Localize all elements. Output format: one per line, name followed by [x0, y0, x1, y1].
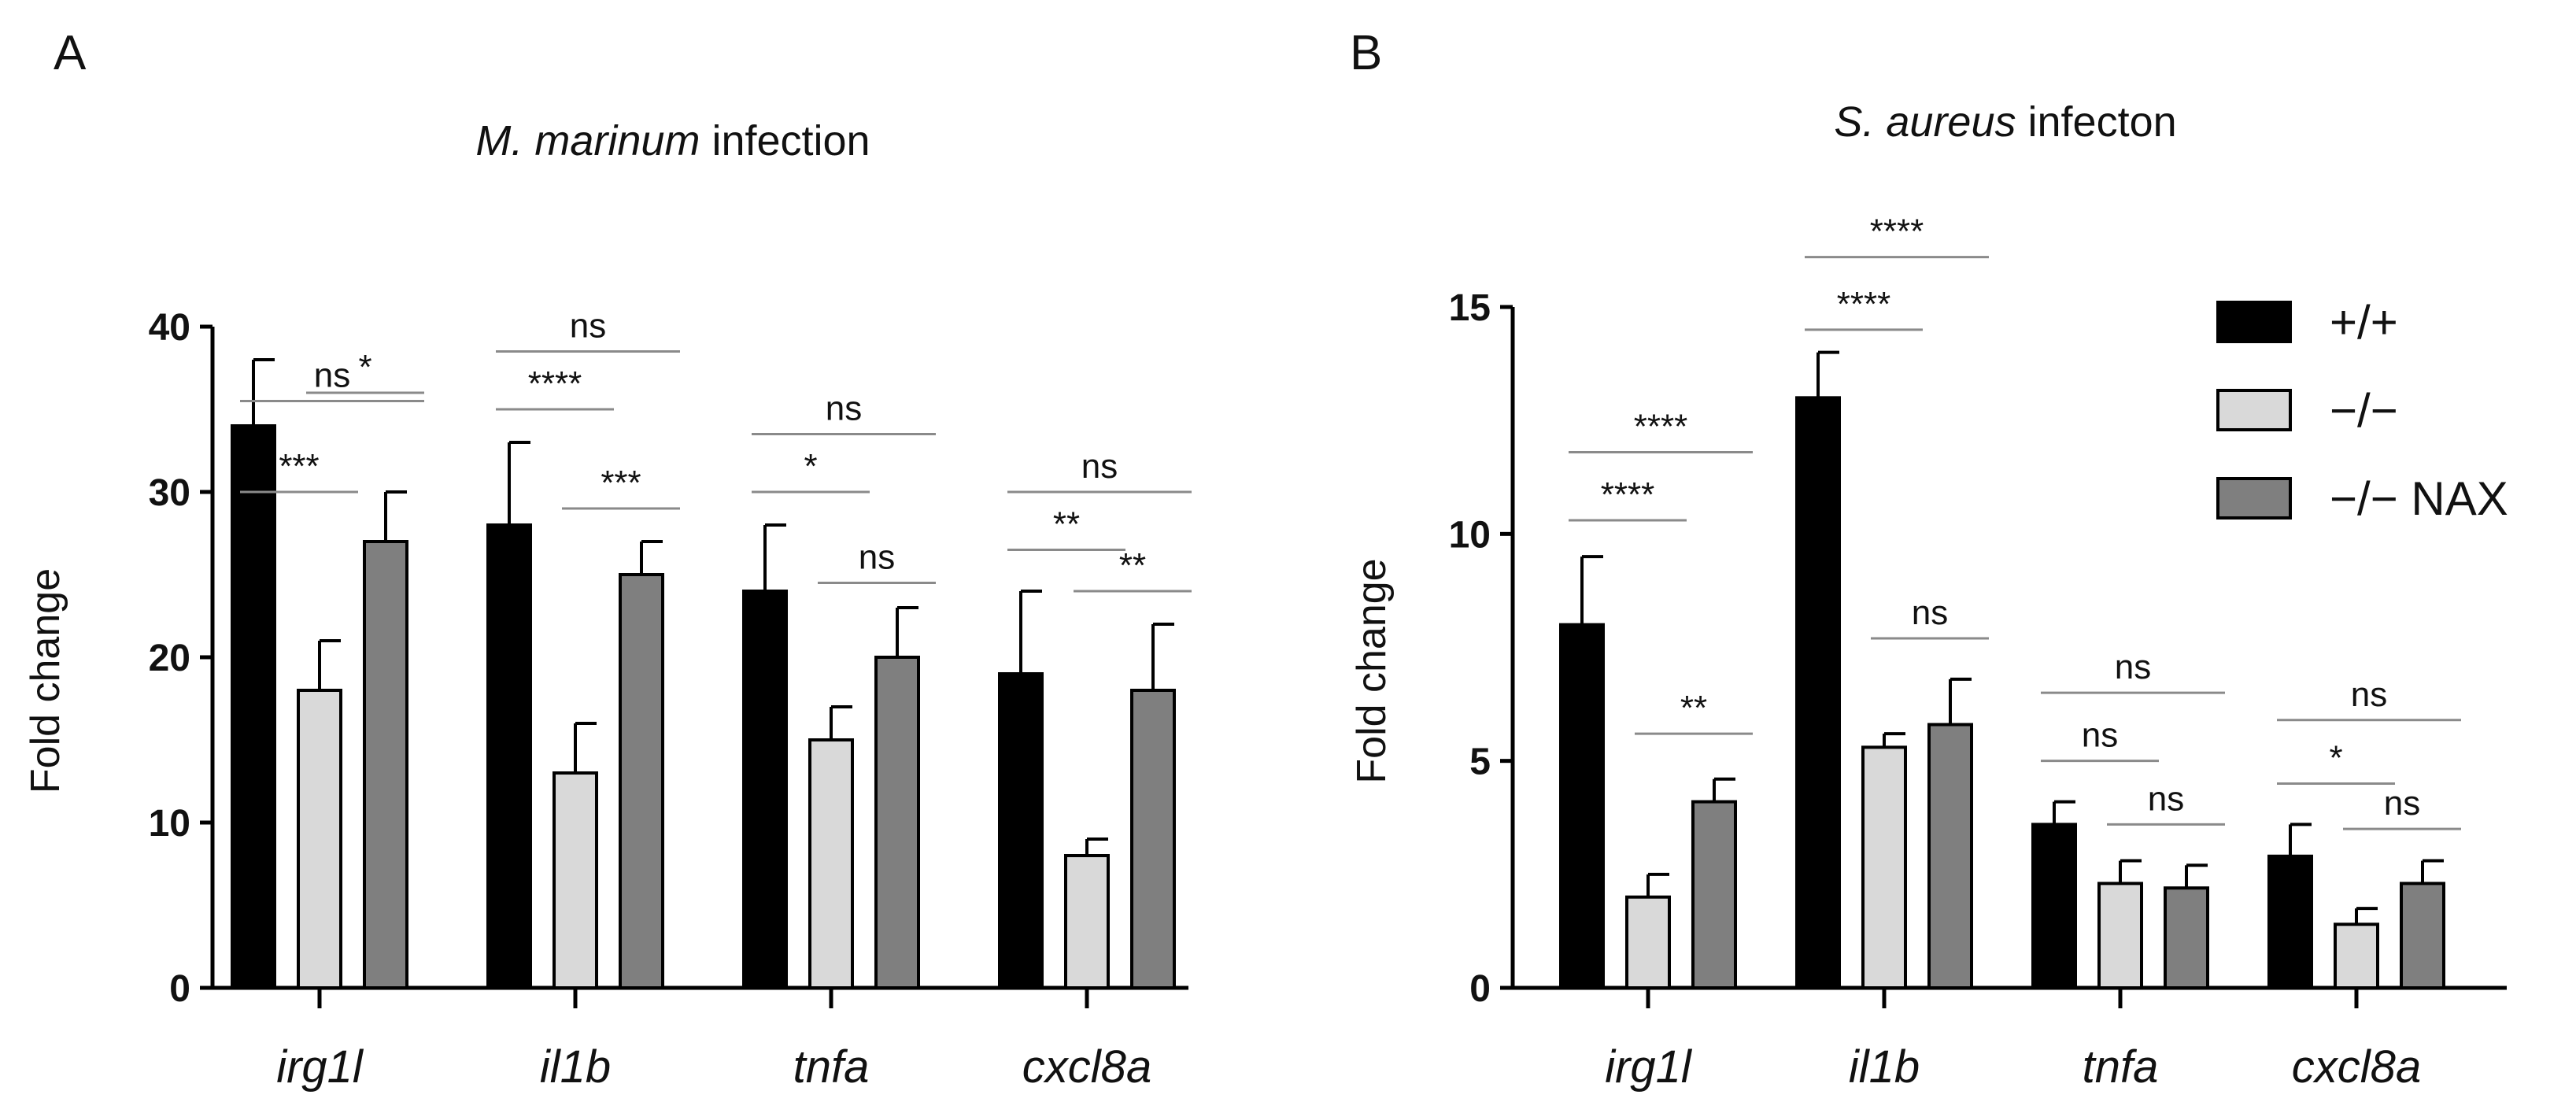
legend: +/+ −/− −/− NAX [2216, 296, 2508, 525]
panel-a-bar-irg1l-series-2 [363, 540, 408, 989]
panel-a-bar-il1b-series-0 [486, 523, 532, 989]
panel-a-title: M. marinum infection [475, 117, 870, 165]
panel-b-bar-tnfa-series-0 [2031, 823, 2077, 990]
legend-swatch-0 [2216, 301, 2292, 343]
panel-b-category-label-irg1l: irg1l [1605, 1041, 1693, 1093]
panel-a-letter: A [54, 26, 87, 80]
panel-b-bar-irg1l-series-1 [1625, 895, 1671, 989]
legend-label-0: +/+ [2330, 296, 2398, 349]
panel-a-sig-label: ns [859, 538, 895, 577]
legend-swatch-2 [2216, 477, 2292, 520]
panel-a-sig-label: * [804, 447, 817, 486]
panel-b-y-axis-label: Fold change [1349, 558, 1395, 783]
panel-a-y-tick-label: 20 [149, 638, 190, 679]
panel-b-bar-cxcl8a-series-0 [2267, 854, 2313, 990]
panel-a-bar-il1b-series-1 [553, 771, 598, 989]
panel-a-bar-tnfa-series-1 [808, 738, 854, 989]
panel-b-title-italic: S. aureus [1834, 98, 2016, 146]
panel-a-y-tick-label: 10 [149, 803, 190, 845]
panel-b-sig-label: * [2329, 739, 2342, 778]
panel-b-sig-label: **** [1601, 475, 1655, 514]
panel-b-sig-label: ns [2148, 779, 2184, 818]
panel-b-sig-label: ns [2384, 784, 2420, 823]
panel-b-bar-irg1l-series-0 [1559, 623, 1605, 990]
panel-b-bar-tnfa-series-2 [2164, 886, 2209, 989]
panel-b-sig-label: ns [2115, 648, 2151, 686]
panel-b-title-rest: infecton [2016, 98, 2177, 146]
panel-a-sig-label: ns [570, 307, 606, 346]
panel-b-bar-tnfa-series-1 [2097, 882, 2143, 990]
panel-a-category-label-cxcl8a: cxcl8a [1022, 1041, 1151, 1093]
panel-a-category-label-tnfa: tnfa [793, 1041, 870, 1093]
panel-b-bar-irg1l-series-2 [1691, 800, 1737, 989]
panel-a-y-tick-label: 0 [169, 968, 190, 1010]
panel-a-category-label-irg1l: irg1l [276, 1041, 364, 1093]
panel-a-sig-label: * [358, 348, 371, 386]
panel-b-bar-il1b-series-1 [1861, 745, 1907, 989]
panel-b-letter: B [1350, 26, 1382, 80]
panel-a-sig-label: ** [1119, 546, 1146, 585]
panel-a-category-label-il1b: il1b [540, 1041, 611, 1093]
panel-b-y-tick-label: 15 [1449, 287, 1491, 329]
panel-b-sig-label: **** [1837, 285, 1891, 324]
panel-b-sig-label: **** [1870, 213, 1924, 251]
panel-a-bar-il1b-series-2 [619, 573, 664, 989]
panel-b-category-label-tnfa: tnfa [2083, 1041, 2159, 1093]
panel-b-title: S. aureus infecton [1834, 98, 2176, 146]
panel-b-sig-label: ns [1912, 593, 1948, 632]
panel-a-y-tick-label: 40 [149, 307, 190, 349]
panel-a-sig-label: ns [314, 357, 350, 395]
panel-b-bar-il1b-series-2 [1927, 723, 1973, 989]
panel-a-bar-tnfa-series-2 [874, 656, 920, 989]
panel-b-sig-label: ** [1680, 689, 1707, 727]
panel-b-category-label-il1b: il1b [1849, 1041, 1920, 1093]
panel-b-y-tick-label: 10 [1449, 514, 1491, 556]
panel-b-sig-label: ns [2082, 716, 2118, 755]
panel-a-title-italic: M. marinum [475, 117, 700, 165]
panel-b-sig-label: **** [1634, 408, 1688, 446]
panel-a-bar-cxcl8a-series-1 [1064, 854, 1110, 989]
panel-a-sig-label: *** [601, 464, 641, 502]
panel-a-sig-label: ns [1081, 447, 1118, 486]
panel-a-sig-label: **** [528, 364, 582, 403]
panel-a-y-axis-label: Fold change [23, 568, 68, 793]
panel-a-bar-irg1l-series-0 [231, 424, 276, 989]
panel-a-sig-label: *** [279, 447, 319, 486]
panel-b-y-tick-label: 5 [1469, 741, 1491, 783]
panel-a-title-rest: infection [700, 117, 870, 165]
panel-a-bar-tnfa-series-0 [742, 590, 788, 989]
panel-a-chart: 0 10 20 30 40 Fold change irg1l il1b tnfa cxcl8a *… [23, 307, 1192, 1093]
panel-a-bar-cxcl8a-series-2 [1130, 689, 1176, 989]
panel-a-bar-irg1l-series-1 [297, 689, 342, 989]
panel-b-sig-label: ns [2351, 675, 2387, 714]
panel-b-bar-il1b-series-0 [1795, 396, 1841, 990]
legend-swatch-1 [2216, 389, 2292, 431]
panel-b-bar-cxcl8a-series-2 [2400, 882, 2445, 990]
panel-a-sig-label: ** [1053, 505, 1080, 544]
panel-a-sig-label: ns [826, 390, 862, 428]
panel-b-y-tick-label: 0 [1469, 968, 1491, 1010]
panel-a-bar-cxcl8a-series-0 [998, 672, 1044, 989]
panel-b-category-label-cxcl8a: cxcl8a [2292, 1041, 2421, 1093]
panel-b-bar-cxcl8a-series-1 [2334, 923, 2379, 990]
panel-a-y-tick-label: 30 [149, 472, 190, 514]
legend-label-1: −/− [2330, 384, 2398, 437]
legend-label-2: −/− NAX [2330, 472, 2508, 525]
